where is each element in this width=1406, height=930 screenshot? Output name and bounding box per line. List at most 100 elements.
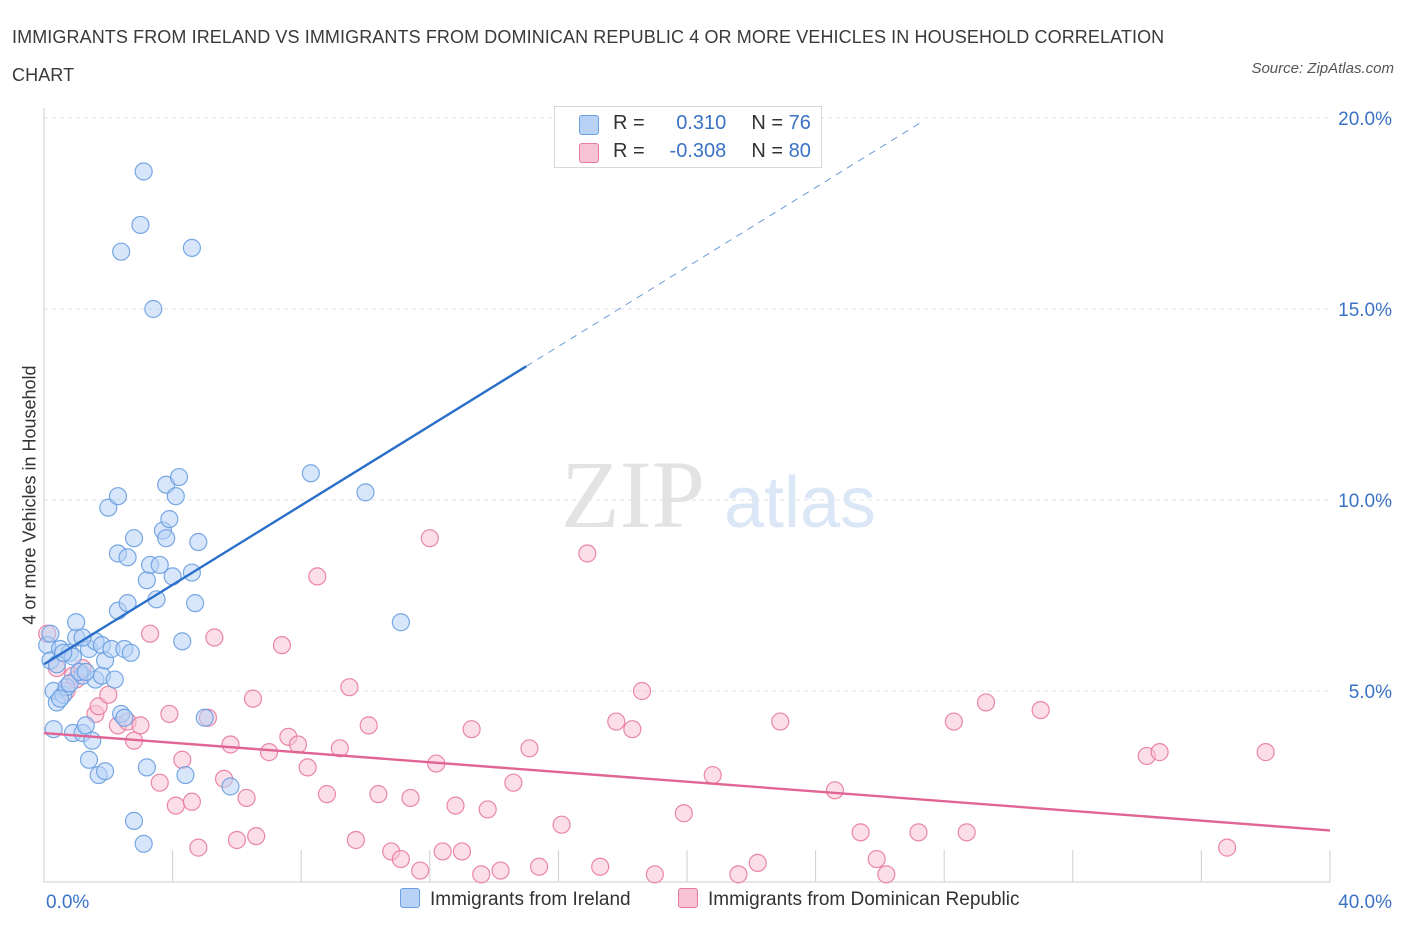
point-dominican-13 [140, 624, 160, 643]
legend-label-ireland: Immigrants from Ireland [430, 889, 631, 910]
point-dominican-42 [401, 788, 420, 808]
n-value-ireland: 76 [788, 112, 811, 134]
point-dominican-53 [504, 773, 523, 792]
correlation-legend: R = 0.310 N = 76 R = -0.308 N = 80 [554, 106, 822, 168]
legend-swatch-dominican [579, 143, 599, 163]
point-dominican-56 [552, 815, 571, 834]
point-ireland-13 [67, 613, 86, 632]
point-ireland-29 [105, 670, 124, 689]
point-ireland-19 [83, 731, 102, 750]
point-ireland-60 [134, 162, 153, 181]
legend-stats-ireland: R = 0.310 N = 76 [613, 112, 811, 134]
point-dominican-35 [330, 739, 349, 758]
point-dominican-14 [150, 773, 169, 792]
point-ireland-39 [131, 215, 150, 235]
point-dominican-21 [205, 628, 224, 647]
point-dominican-38 [359, 716, 378, 735]
trend-line-dominican [43, 731, 1331, 832]
point-dominican-79 [1218, 838, 1237, 857]
point-dominican-51 [478, 800, 497, 819]
point-ireland-59 [195, 708, 214, 727]
point-dominican-50 [472, 865, 491, 884]
point-dominican-43 [411, 861, 430, 880]
point-ireland-42 [137, 758, 156, 777]
point-dominican-34 [317, 785, 337, 804]
point-dominican-17 [173, 750, 192, 769]
point-ireland-70 [301, 464, 320, 483]
legend-item-ireland: Immigrants from Ireland [400, 888, 631, 911]
y-axis-label: 4 or more Vehicles in Household [19, 365, 40, 625]
legend-swatch-dominican-bottom [678, 888, 698, 908]
point-dominican-39 [369, 785, 388, 804]
point-dominican-37 [346, 830, 365, 850]
point-ireland-68 [50, 689, 70, 708]
point-dominican-70 [867, 849, 886, 869]
point-dominican-25 [237, 788, 256, 808]
watermark: ZIP atlas [561, 441, 876, 548]
point-dominican-47 [446, 796, 465, 815]
y-tick-label-2: 15.0% [1338, 300, 1392, 321]
n-value-dominican: 80 [788, 140, 811, 162]
point-ireland-46 [150, 555, 169, 575]
point-dominican-57 [578, 544, 597, 563]
point-dominican-55 [530, 857, 549, 876]
point-ireland-58 [189, 532, 208, 552]
point-ireland-25 [95, 762, 115, 781]
point-dominican-15 [160, 704, 179, 724]
point-dominican-68 [825, 781, 844, 800]
point-dominican-76 [1031, 700, 1050, 720]
legend-item-dominican: Immigrants from Dominican Republic [678, 888, 1020, 911]
point-dominican-32 [298, 758, 317, 777]
point-ireland-69 [41, 624, 60, 643]
point-dominican-75 [976, 693, 996, 712]
point-dominican-31 [288, 735, 308, 754]
point-dominican-16 [166, 796, 185, 815]
point-dominican-54 [520, 739, 539, 758]
point-ireland-73 [76, 662, 95, 682]
legend-label-dominican: Immigrants from Dominican Republic [708, 889, 1020, 910]
point-ireland-44 [144, 299, 163, 319]
point-dominican-78 [1150, 743, 1169, 762]
r-value-dominican: -0.308 [669, 140, 727, 162]
point-ireland-57 [186, 594, 205, 613]
y-tick-label-3: 20.0% [1338, 109, 1392, 130]
point-dominican-12 [131, 716, 150, 735]
axes [43, 108, 1331, 883]
series-dominican-points [38, 529, 1275, 884]
point-ireland-61 [112, 242, 131, 261]
point-dominican-23 [221, 735, 240, 754]
watermark-zip: ZIP [561, 441, 705, 548]
point-dominican-24 [227, 830, 246, 850]
point-dominican-59 [607, 712, 626, 731]
point-dominican-62 [645, 865, 664, 884]
point-ireland-49 [157, 529, 176, 548]
chart-title: IMMIGRANTS FROM IRELAND VS IMMIGRANTS FR… [12, 27, 1165, 85]
point-dominican-18 [182, 792, 201, 811]
point-dominican-46 [433, 842, 452, 861]
point-ireland-16 [76, 716, 95, 735]
y-tick-label-1: 10.0% [1338, 491, 1392, 512]
point-ireland-62 [182, 238, 201, 257]
series-ireland-points [38, 162, 410, 853]
point-dominican-72 [909, 823, 928, 842]
point-dominican-65 [729, 865, 748, 884]
point-ireland-36 [121, 643, 140, 662]
point-dominican-41 [391, 849, 410, 869]
legend-swatch-ireland [579, 115, 599, 135]
point-dominican-69 [851, 823, 870, 842]
point-ireland-38 [124, 811, 144, 830]
point-dominican-61 [632, 681, 652, 701]
point-ireland-40 [134, 834, 153, 853]
point-dominican-52 [491, 861, 510, 880]
legend-stats-dominican: R = -0.308 N = 80 [613, 140, 811, 162]
point-dominican-36 [340, 678, 359, 697]
point-ireland-54 [173, 632, 192, 651]
legend-swatch-ireland-bottom [400, 888, 420, 908]
point-ireland-41 [137, 571, 156, 590]
point-ireland-53 [169, 467, 189, 487]
point-dominican-64 [703, 765, 722, 785]
point-ireland-55 [176, 765, 195, 785]
point-dominican-58 [591, 857, 610, 876]
trend-lines [43, 121, 1331, 832]
